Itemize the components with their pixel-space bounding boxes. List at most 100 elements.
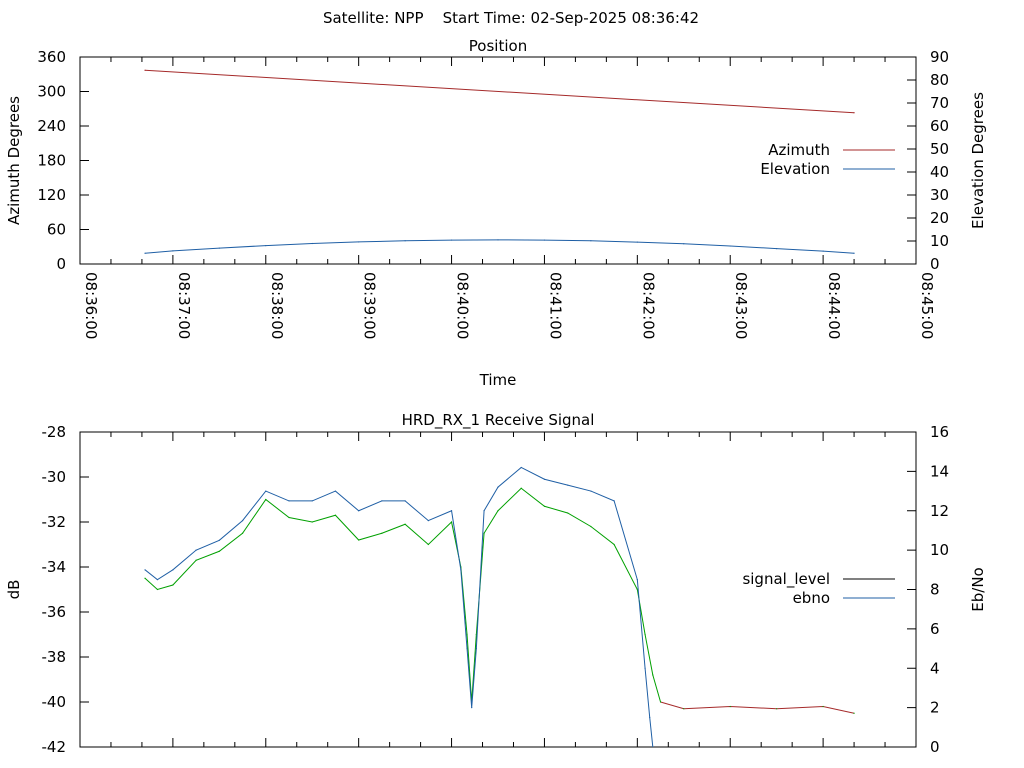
legend-label: signal_level [742,570,830,589]
x-tick-label: 08:44:00 [825,272,843,339]
y-tick-label: -34 [42,558,67,576]
ebno-point [649,716,651,719]
elevation-point [729,245,731,247]
signal-level-point [590,525,592,528]
x-axis-label: Time [479,371,517,389]
ebno-point [404,500,406,502]
elevation-point [853,252,855,254]
signal-level-point [404,523,406,525]
elevation-point [636,241,638,243]
ebno-point [334,490,337,492]
legend-label: Elevation [760,160,830,178]
signal-level-point [381,532,383,534]
x-tick-label: 08:43:00 [732,272,750,339]
y2-tick-label: 2 [930,699,940,717]
ebno-line [144,466,654,747]
y2-tick-label: 6 [930,620,940,638]
signal-level-point [652,674,654,676]
ebno-point [265,490,267,492]
azimuth-point [144,69,146,71]
elevation-point [543,239,546,241]
x-tick-label: 08:42:00 [639,272,657,339]
ebno-point [427,519,429,522]
signal-level-point [466,633,468,636]
ebno-point [172,569,174,571]
signal-level-line [144,487,662,703]
signal-level-point [144,577,146,579]
ebno-point [450,510,453,512]
y-tick-label: 60 [47,221,66,239]
y2-tick-label: 10 [930,541,949,559]
signal-level-point [311,521,313,523]
elevation-point [311,242,313,245]
y-tick-label: -38 [42,648,67,666]
elevation-point [822,250,824,252]
signal-level-point [218,550,220,552]
signal-level-point [729,705,731,708]
signal-level-point [172,584,174,586]
signal-level-point [644,633,646,636]
y2-tick-label: 30 [930,186,949,204]
signal-level-point [241,532,244,534]
plot-frame [79,431,917,748]
y2-tick-label: 4 [930,659,940,677]
ebno-point [156,579,159,581]
ebno-point [218,539,220,541]
y2-tick-label: 60 [930,117,949,135]
y-tick-label: -32 [42,513,67,531]
elevation-point [265,245,267,247]
elevation-point [450,239,453,241]
ebno-point [460,569,462,571]
signal-level-point [659,701,662,703]
elevation-point [218,247,220,249]
ebno-point [288,500,290,502]
signal-level-point [613,543,615,546]
ebno-point [471,707,473,709]
legend-label: ebno [793,589,830,607]
ebno-point [241,519,244,522]
ebno-point [613,500,615,502]
y-tick-label: 0 [56,255,66,273]
y-tick-label: 120 [37,186,66,204]
y2-tick-label: 40 [930,163,949,181]
y-tick-label: -36 [42,603,67,621]
signal-level-point [776,708,778,710]
y-tick-label: -42 [42,738,67,756]
ebno-point [195,549,197,551]
chart-title: Position [469,37,527,55]
signal-level-line-tail [660,701,855,714]
position-chart: Position 08:36:00 08:37:00 08:38:00 08:39:00… [5,37,987,389]
signal-level-point [636,588,638,591]
ebno-point [358,510,360,512]
signal-level-point [156,588,159,591]
ebno-point [636,579,638,581]
y2-tick-label: 16 [930,423,949,441]
y-tick-label: 360 [37,48,66,66]
x-tick-label: 08:41:00 [546,272,564,339]
y2-axis-label: Elevation Degrees [969,92,987,229]
signal-level-point [520,487,522,489]
y2-tick-label: 10 [930,232,949,250]
elevation-point [172,250,174,252]
ebno-point [475,647,477,650]
signal-level-point [543,505,546,507]
y2-tick-label: 50 [930,140,949,158]
legend-label: Azimuth [768,141,830,159]
y2-tick-label: 80 [930,71,949,89]
y2-tick-label: 8 [930,581,940,599]
elevation-point [683,243,685,245]
y-axis-label: dB [5,580,23,600]
y-tick-label: -30 [42,468,67,486]
ebno-point [590,490,592,492]
signal-level-point [567,512,569,514]
y-tick-label: 180 [37,152,66,170]
signal-level-point [497,510,499,512]
ebno-point [466,647,468,650]
x-tick-label: 08:37:00 [175,272,193,339]
x-tick-label: 08:45:00 [918,272,936,339]
signal-level-point [358,539,360,541]
ebno-point [497,486,499,488]
ebno-point [483,510,485,512]
ebno-point [543,478,546,480]
